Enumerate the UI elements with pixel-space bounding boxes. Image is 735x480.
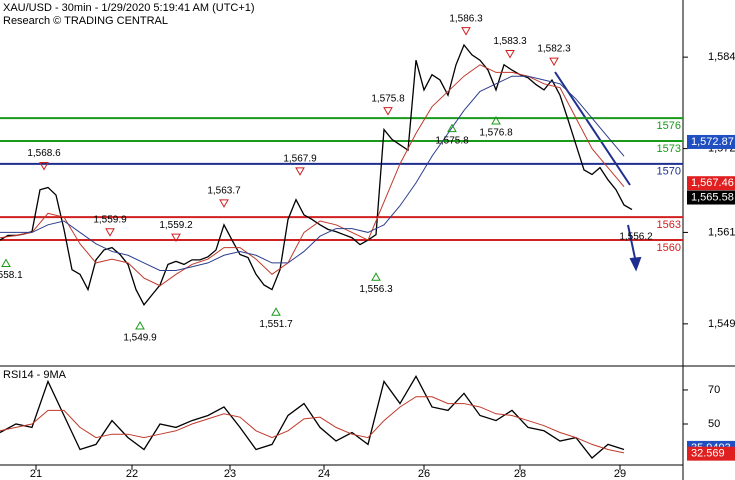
- annotation-label: 1,558.1: [0, 270, 23, 281]
- rsi-title: RSI14 - 9MA: [3, 369, 67, 381]
- y-tick-label: 1,549: [708, 318, 735, 330]
- chart-title: XAU/USD - 30min - 1/29/2020 5:19:41 AM (…: [3, 2, 255, 14]
- low-marker: [447, 123, 457, 133]
- high-marker: [171, 233, 181, 243]
- high-marker: [39, 161, 49, 171]
- y-tick-label: 70: [708, 384, 720, 396]
- x-tick-label: 26: [418, 468, 430, 480]
- x-tick-label: 23: [224, 468, 236, 480]
- price-tag-label: 1,565.58: [691, 191, 734, 203]
- x-tick-label: 21: [30, 468, 42, 480]
- annotation-label: 1,556.3: [359, 284, 393, 295]
- series-line: [0, 396, 625, 454]
- low-marker: [271, 307, 281, 316]
- annotation-label: 1,559.2: [159, 220, 193, 231]
- low-marker: [491, 116, 501, 125]
- low-marker: [135, 320, 145, 330]
- high-marker: [549, 57, 559, 67]
- annotation-label: 1,583.3: [493, 36, 527, 47]
- y-tick-label: 1,561: [708, 226, 735, 238]
- price-tag-label: 32.569: [691, 448, 725, 460]
- price-tag: [687, 176, 735, 191]
- price-tag-label: 1,572.87: [691, 136, 734, 148]
- series-line: [0, 75, 625, 272]
- level-label: 1560: [657, 242, 681, 254]
- high-marker: [295, 167, 305, 176]
- series-line: [0, 374, 625, 459]
- y-tick-label: 1,584: [708, 51, 735, 63]
- annotation-label: 1,568.6: [27, 148, 61, 159]
- level-label: 1576: [657, 120, 681, 132]
- high-marker: [505, 49, 515, 59]
- y-tick-label: 50: [708, 418, 720, 430]
- annotation-label: 1,582.3: [537, 44, 571, 55]
- annotation-label: 1,563.7: [207, 185, 241, 196]
- price-tag: [687, 446, 735, 461]
- high-marker: [219, 199, 229, 208]
- low-marker: [1, 258, 11, 268]
- series-line: [0, 64, 625, 287]
- high-marker: [383, 107, 393, 116]
- price-tag: [687, 134, 735, 149]
- x-tick-label: 28: [514, 468, 526, 480]
- x-tick-label: 29: [614, 468, 626, 480]
- annotation-label: 1,551.7: [259, 319, 293, 330]
- x-tick-label: 22: [126, 468, 138, 480]
- annotation-label: 1,576.8: [479, 128, 513, 139]
- annotation-label: 1,556.2: [619, 232, 653, 243]
- annotation-label: 1,575.8: [371, 93, 405, 104]
- high-marker: [105, 228, 115, 237]
- level-label: 1563: [657, 219, 681, 231]
- price-tag: [687, 190, 735, 205]
- annotation-label: 1,575.8: [435, 135, 469, 146]
- level-label: 1573: [657, 143, 681, 155]
- target-arrow: [627, 224, 642, 272]
- chart-subtitle: Research © TRADING CENTRAL: [3, 15, 168, 27]
- series-line: [0, 43, 633, 306]
- low-marker: [371, 272, 381, 281]
- x-tick-label: 24: [318, 468, 330, 480]
- annotation-label: 1,549.9: [123, 333, 157, 344]
- high-marker: [461, 27, 471, 36]
- level-label: 1570: [657, 166, 681, 178]
- annotation-label: 1,586.3: [449, 13, 483, 24]
- annotation-label: 1,559.9: [93, 214, 127, 225]
- price-tag-label: 1,567.46: [691, 177, 734, 189]
- annotation-label: 1,567.9: [283, 153, 317, 164]
